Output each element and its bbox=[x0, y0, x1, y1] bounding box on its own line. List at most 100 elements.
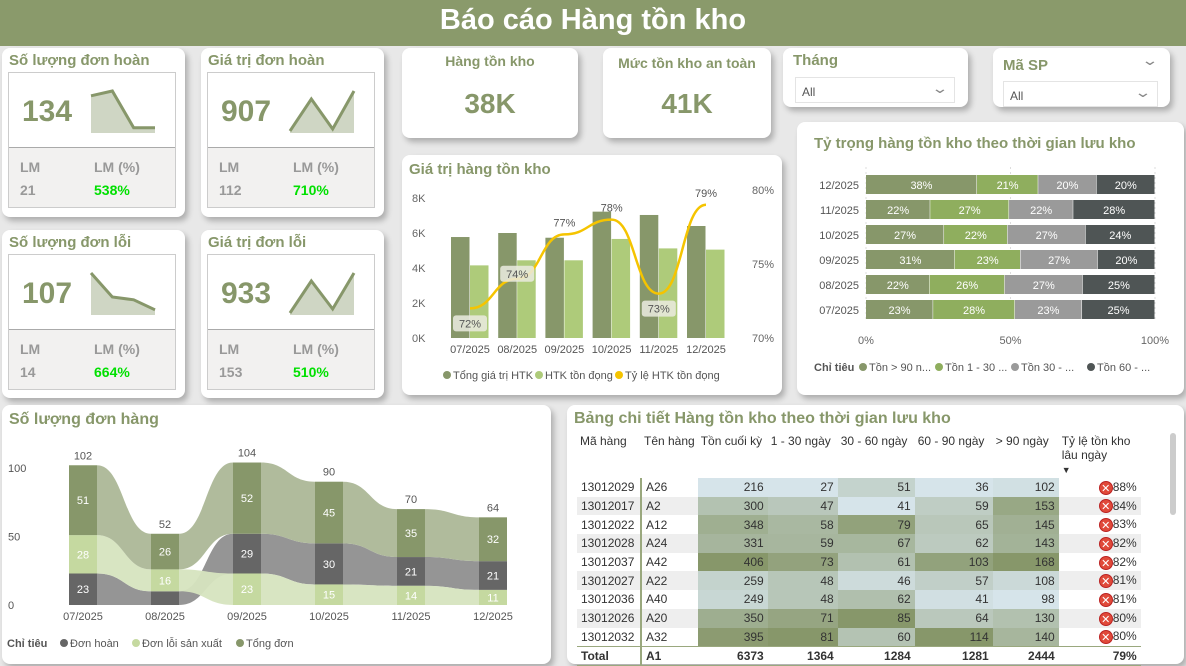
table-row[interactable]: 13012029 A26 216 27 51 36 102 ✕ 88% bbox=[577, 478, 1141, 497]
stat-value: 38K bbox=[464, 88, 516, 119]
table-cell: A32 bbox=[640, 627, 698, 647]
segment-label: 20% bbox=[1115, 255, 1137, 267]
table-cell: 46 bbox=[837, 571, 915, 591]
segment-label: 52 bbox=[241, 493, 253, 505]
x-tick-label: 08/2025 bbox=[497, 344, 537, 356]
table-row[interactable]: 13012027 A22 259 48 46 57 108 ✕ 81% bbox=[577, 571, 1141, 591]
ribbon-chart: 0 50 100 23 28 51 102 07/2025 16 26 52 08/2025 29 23 5… bbox=[7, 448, 513, 650]
table-scrollbar[interactable] bbox=[1170, 433, 1176, 515]
ribbon-column-segment bbox=[315, 584, 343, 605]
ribbon-column-segment bbox=[69, 465, 97, 536]
table-row[interactable]: 13012017 A2 300 47 41 59 153 ✕ 84% bbox=[577, 496, 1141, 516]
month-slicer: Tháng All ⌄ bbox=[783, 48, 968, 107]
table-row[interactable]: 13012028 A24 331 59 67 62 143 ✕ 82% bbox=[577, 534, 1141, 553]
column-header[interactable]: 30 - 60 ngày bbox=[840, 434, 908, 448]
stacked-bar-segment bbox=[866, 225, 944, 244]
table-cell: 62 bbox=[914, 534, 993, 553]
ribbon-band bbox=[97, 535, 151, 592]
ribbon-column-segment bbox=[69, 573, 97, 605]
month-dropdown[interactable]: All ⌄ bbox=[795, 77, 955, 103]
x-tick-label: 07/2025 bbox=[63, 611, 103, 623]
stacked-bar-segment bbox=[1096, 175, 1155, 194]
table-cell: A24 bbox=[640, 534, 698, 553]
table-row[interactable]: 13012026 A20 350 71 85 64 130 ✕ 80% bbox=[577, 608, 1141, 628]
segment-label: 27% bbox=[1048, 255, 1070, 267]
stacked-bar-segment bbox=[866, 300, 933, 319]
sparkline-line bbox=[90, 89, 155, 130]
table-cell: 259 bbox=[697, 571, 768, 591]
y2-tick-label: 70% bbox=[752, 333, 774, 345]
segment-label: 21% bbox=[997, 180, 1019, 192]
total-cell: 1284 bbox=[837, 645, 915, 666]
chevron-down-icon[interactable]: ⌄ bbox=[1141, 52, 1159, 68]
y2-tick-label: 80% bbox=[752, 185, 774, 197]
ribbon-band bbox=[97, 465, 151, 570]
x-tick-label: 11/2025 bbox=[392, 611, 431, 623]
legend-label: Tồn 1 - 30 ... bbox=[945, 362, 1007, 374]
table-cell: 13012026 bbox=[577, 608, 641, 628]
x-tick-label: 09/2025 bbox=[545, 344, 585, 356]
stat-title: Mức tồn kho an toàn bbox=[618, 55, 756, 71]
table-row[interactable]: 13012036 A40 249 48 62 41 98 ✕ 81% bbox=[577, 590, 1141, 609]
ribbon-band bbox=[343, 584, 397, 605]
table-cell: 58 bbox=[767, 515, 838, 535]
column-header[interactable]: 1 - 30 ngày bbox=[770, 434, 831, 448]
sparkline-line bbox=[288, 272, 356, 314]
table-row[interactable]: 13012032 A32 395 81 60 114 140 ✕ 80% bbox=[577, 627, 1141, 647]
column-header[interactable]: Tên hàng bbox=[644, 434, 695, 448]
bar-total-value bbox=[498, 233, 517, 338]
segment-label: 23 bbox=[241, 584, 253, 596]
cell-ratio: ✕ 88% bbox=[1059, 478, 1141, 497]
column-header[interactable]: Tỷ lệ tồn kho lâu ngày ▼ bbox=[1061, 434, 1131, 475]
segment-label: 21 bbox=[487, 571, 499, 583]
ribbon-column-segment bbox=[479, 589, 507, 605]
line-data-label: 77% bbox=[553, 217, 575, 229]
table-row[interactable]: 13012037 A42 406 73 61 103 168 ✕ 82% bbox=[577, 552, 1141, 572]
legend-title: Chỉ tiêu bbox=[814, 362, 854, 374]
total-label: 90 bbox=[323, 467, 335, 479]
chevron-down-icon: ⌄ bbox=[931, 80, 949, 96]
legend-marker bbox=[615, 371, 623, 379]
lm-label: LM bbox=[20, 159, 41, 175]
line-data-label: 73% bbox=[648, 304, 670, 316]
column-header[interactable]: Mã hàng bbox=[580, 434, 627, 448]
table-cell: 47 bbox=[767, 496, 838, 516]
sort-desc-icon[interactable]: ▼ bbox=[1061, 465, 1071, 475]
ribbon-column-segment bbox=[233, 462, 261, 534]
table-cell: 143 bbox=[992, 534, 1059, 553]
segment-label: 20% bbox=[1056, 180, 1078, 192]
total-cell: 1364 bbox=[767, 645, 838, 666]
ribbon-band bbox=[261, 533, 315, 585]
ribbon-band bbox=[261, 462, 315, 544]
table-cell: 140 bbox=[992, 627, 1059, 647]
table-cell: 249 bbox=[697, 590, 768, 609]
legend-label: Tồn > 90 n... bbox=[869, 362, 931, 374]
column-header[interactable]: 60 - 90 ngày bbox=[917, 434, 985, 448]
table-cell: 41 bbox=[914, 590, 993, 609]
table-cell: A40 bbox=[640, 590, 698, 609]
legend-marker bbox=[859, 363, 867, 371]
segment-label: 29 bbox=[241, 549, 253, 561]
y-tick-label: 09/2025 bbox=[819, 255, 859, 267]
stacked-bar-segment bbox=[1097, 250, 1155, 269]
column-header[interactable]: Tồn cuối kỳ bbox=[700, 434, 763, 448]
stacked-bar-segment bbox=[866, 250, 955, 269]
stacked-bar-segment bbox=[1004, 275, 1083, 294]
bar-total-value bbox=[451, 237, 470, 338]
ribbon-band bbox=[343, 481, 397, 558]
sparkline bbox=[288, 272, 356, 315]
column-header[interactable]: > 90 ngày bbox=[995, 434, 1049, 448]
table-row[interactable]: 13012022 A12 348 58 79 65 145 ✕ 83% bbox=[577, 515, 1141, 535]
table-cell: 81 bbox=[767, 627, 838, 647]
table-cell: 51 bbox=[837, 478, 915, 497]
aging-share-chart-card: Tỷ trọng hàng tồn kho theo thời gian lưu… bbox=[797, 122, 1184, 395]
kpi-body: 107 LM LM (%) 14 664% bbox=[8, 254, 176, 390]
combo-chart: 0K 2K 4K 6K 8K 70% 75% 80% 07/2025 08/2025 09/2025… bbox=[412, 185, 774, 382]
sparkline-area bbox=[91, 273, 155, 315]
lm-label: LM bbox=[219, 159, 240, 175]
product-dropdown[interactable]: All ⌄ bbox=[1003, 81, 1158, 107]
kpi-title: Giá trị đơn lỗi bbox=[208, 234, 307, 251]
table-cell: 60 bbox=[837, 627, 915, 647]
line-data-label: 79% bbox=[695, 188, 717, 200]
lm-value: 112 bbox=[219, 182, 242, 198]
